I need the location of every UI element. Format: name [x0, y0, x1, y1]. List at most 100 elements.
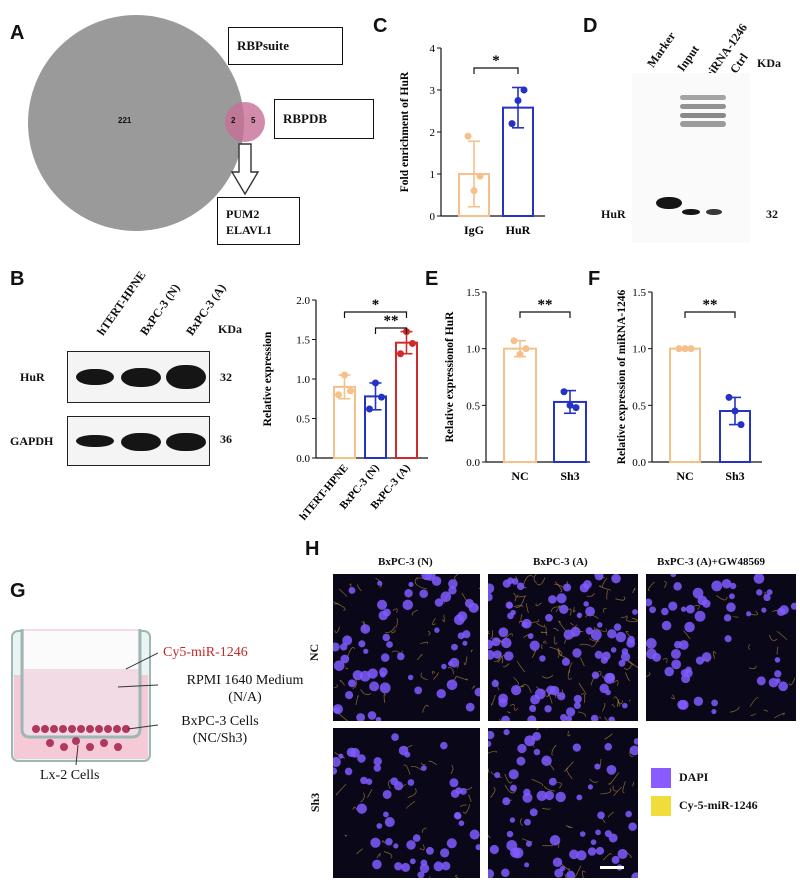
cy5-signal: [569, 662, 573, 674]
cy5-signal: [468, 794, 472, 803]
cy5-signal: [613, 786, 622, 797]
dapi-nucleus: [333, 707, 341, 714]
cy5-signal: [414, 578, 428, 590]
dapi-nucleus: [646, 638, 657, 649]
dapi-nucleus: [338, 753, 344, 759]
dapi-nucleus: [434, 598, 444, 607]
cy5-signal: [488, 767, 490, 774]
cy5-signal: [543, 785, 555, 792]
cy5-signal: [589, 638, 600, 642]
dapi-nucleus: [678, 640, 689, 650]
dapi-nucleus: [383, 811, 389, 818]
dapi-nucleus: [524, 818, 531, 826]
cells-label: BxPC-3 Cells (NC/Sh3): [181, 714, 259, 746]
cy5-signal: [376, 853, 381, 859]
cy5-signal: [564, 873, 567, 878]
dapi-nucleus: [506, 602, 513, 609]
chart-c: 0 1 2 3 4 Fold enrichment of HuR IgG HuR *: [399, 43, 545, 237]
category-label: Sh3: [560, 469, 579, 483]
cy5-signal: [763, 709, 769, 712]
dapi-nucleus: [441, 861, 451, 871]
legend-swatch-dapi: [651, 768, 671, 788]
dapi-nucleus: [559, 865, 566, 872]
cy5-signal: [557, 649, 567, 659]
cy5-signal: [441, 614, 445, 623]
cy5-signal: [433, 672, 439, 680]
dapi-nucleus: [583, 601, 589, 607]
significance-label: *: [492, 53, 500, 69]
dapi-nucleus: [711, 699, 719, 707]
category-label: NC: [511, 469, 528, 483]
protein-label-gapdh: GAPDH: [10, 434, 54, 448]
cy5-signal: [749, 697, 759, 707]
dapi-nucleus: [685, 604, 695, 614]
dapi-nucleus: [633, 738, 638, 745]
dapi-nucleus: [711, 709, 717, 715]
dapi-nucleus: [488, 639, 494, 650]
cy5-signal: [598, 671, 602, 676]
cy5-signal: [768, 634, 778, 642]
dapi-nucleus: [468, 602, 479, 613]
dapi-nucleus: [693, 696, 704, 707]
dapi-nucleus: [774, 670, 782, 678]
dapi-nucleus: [517, 743, 527, 754]
cy5-signal: [591, 639, 599, 648]
dapi-nucleus: [728, 593, 735, 600]
data-point: [366, 405, 373, 413]
category-label: IgG: [464, 223, 484, 237]
rbpdb-box: RBPDB: [274, 99, 374, 139]
dapi-nucleus: [677, 699, 688, 710]
significance-label: *: [372, 297, 380, 313]
dapi-nucleus: [548, 595, 557, 604]
rbpsuite-box: RBPsuite: [228, 27, 343, 65]
dapi-nucleus: [579, 831, 586, 837]
dapi-nucleus: [726, 602, 736, 613]
dapi-nucleus: [529, 640, 540, 651]
dapi-nucleus: [536, 790, 548, 802]
dapi-nucleus: [606, 764, 617, 775]
cy5-signal: [623, 664, 632, 670]
cy5-signal: [580, 693, 586, 703]
cy5-signal: [531, 778, 544, 787]
dapi-nucleus: [670, 574, 677, 578]
cy5-signal: [541, 644, 543, 649]
cy5-signal: [602, 853, 612, 861]
cy5-signal: [462, 804, 471, 814]
dapi-nucleus: [493, 650, 502, 659]
panel-label-f: F: [588, 268, 601, 290]
dapi-nucleus: [701, 652, 712, 662]
cy5-signal: [567, 669, 573, 680]
cy5-signal: [383, 693, 386, 703]
cy5-signal: [631, 617, 638, 622]
dapi-nucleus: [585, 606, 596, 617]
dapi-nucleus: [348, 679, 356, 688]
significance-bracket: [519, 311, 571, 318]
category-label: hTERT-HPNE: [297, 462, 350, 522]
dapi-nucleus: [569, 849, 579, 860]
cy5-signal: [355, 695, 359, 706]
cy5-signal: [595, 627, 607, 633]
dapi-nucleus: [595, 829, 601, 836]
dapi-nucleus: [501, 715, 510, 721]
dapi-nucleus: [702, 599, 711, 608]
transwell-diagram: [11, 629, 158, 766]
cy5-signal: [411, 609, 418, 616]
dapi-nucleus: [406, 840, 416, 850]
cy5-signal: [352, 806, 357, 811]
dapi-nucleus: [394, 862, 403, 871]
dapi-nucleus: [333, 660, 345, 671]
data-point: [687, 345, 695, 353]
lane-label-bxpc3-n: BxPC-3 (N): [137, 281, 183, 339]
dapi-nucleus: [557, 692, 566, 701]
data-point: [508, 120, 516, 128]
cy5-signal: [504, 784, 516, 794]
dapi-nucleus: [563, 629, 574, 640]
dapi-nucleus: [661, 607, 669, 616]
cy5-signal: [344, 667, 349, 670]
dapi-nucleus: [753, 574, 765, 584]
dapi-nucleus: [548, 777, 557, 786]
dapi-nucleus: [404, 751, 411, 758]
dapi-nucleus: [549, 685, 560, 696]
dapi-nucleus: [600, 656, 608, 664]
dapi-nucleus: [620, 652, 631, 662]
